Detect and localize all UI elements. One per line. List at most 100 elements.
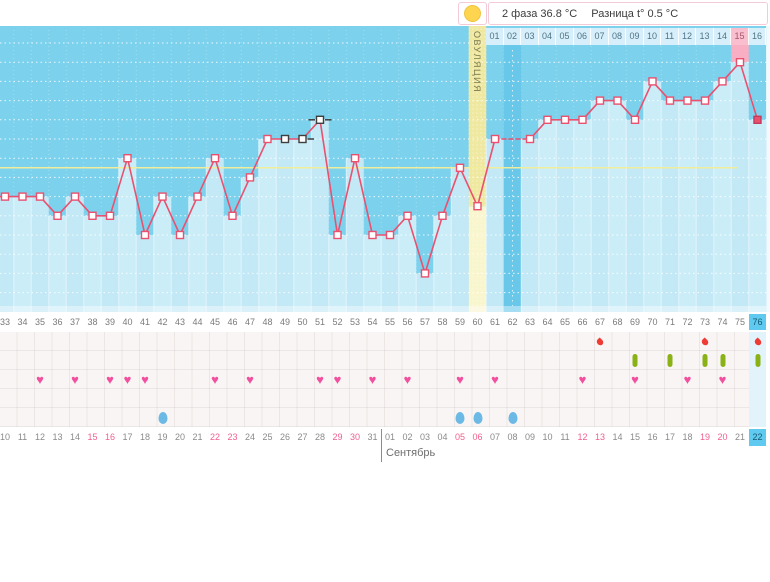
date-cell[interactable]: 24 xyxy=(244,432,255,442)
cycle-day-cell[interactable]: 56 xyxy=(402,317,413,327)
heart-icon[interactable]: ♥ xyxy=(316,372,324,387)
temp-marker[interactable] xyxy=(70,192,80,201)
day-column[interactable] xyxy=(66,196,84,312)
date-cell[interactable]: 11 xyxy=(560,432,570,442)
temp-marker[interactable] xyxy=(123,153,132,163)
temp-marker[interactable] xyxy=(403,211,412,221)
cycle-day-cell[interactable]: 54 xyxy=(367,317,378,327)
temp-marker[interactable] xyxy=(18,192,27,201)
day-column[interactable] xyxy=(608,100,627,312)
cycle-day-cell[interactable]: 51 xyxy=(314,317,325,327)
cycle-day-cell[interactable]: 44 xyxy=(192,317,203,327)
day-column[interactable] xyxy=(241,177,259,312)
cycle-day-cell[interactable]: 69 xyxy=(629,317,640,327)
cycle-day-cell[interactable]: 61 xyxy=(489,317,500,327)
date-cell[interactable]: 13 xyxy=(594,432,605,442)
temp-marker[interactable] xyxy=(490,134,500,144)
temp-marker[interactable] xyxy=(175,230,185,240)
date-cell[interactable]: 04 xyxy=(437,432,448,442)
date-cell[interactable]: 03 xyxy=(419,432,430,442)
day-column[interactable] xyxy=(416,273,434,312)
cycle-day-cell[interactable]: 59 xyxy=(454,317,465,327)
heart-icon[interactable]: ♥ xyxy=(456,372,464,387)
date-cell[interactable]: 29 xyxy=(332,432,343,442)
cycle-day-cell[interactable]: 53 xyxy=(349,317,360,327)
phase2-day-cell[interactable]: 09 xyxy=(626,28,644,45)
date-cell[interactable]: 17 xyxy=(664,432,675,442)
temp-marker[interactable] xyxy=(53,211,62,221)
phase2-day-cell[interactable]: 02 xyxy=(503,28,522,45)
cycle-day-cell[interactable]: 72 xyxy=(682,317,693,327)
heart-icon[interactable]: ♥ xyxy=(333,372,342,387)
day-column[interactable] xyxy=(83,215,102,312)
heart-icon[interactable]: ♥ xyxy=(141,372,149,387)
cycle-day-cell[interactable]: 57 xyxy=(419,317,430,327)
cycle-day-cell[interactable]: 73 xyxy=(699,317,710,327)
temp-marker[interactable] xyxy=(753,115,762,125)
temp-marker[interactable] xyxy=(350,153,360,163)
date-cell[interactable]: 06 xyxy=(472,432,483,442)
no-data-column[interactable] xyxy=(503,45,522,312)
phase2-day-cell[interactable]: 05 xyxy=(556,28,574,45)
day-column[interactable] xyxy=(451,167,469,312)
date-cell[interactable]: 10 xyxy=(542,432,553,442)
phase2-day-cell[interactable]: 14 xyxy=(713,28,732,45)
phase2-day-cell[interactable]: 01 xyxy=(486,28,504,45)
day-column[interactable] xyxy=(0,196,14,312)
date-cell[interactable]: 11 xyxy=(17,432,28,442)
blood-drop-icon[interactable] xyxy=(595,336,605,347)
temp-marker[interactable] xyxy=(140,230,150,240)
cycle-day-cell[interactable]: 68 xyxy=(612,317,623,327)
phase2-day-cell[interactable]: 12 xyxy=(678,28,697,45)
temp-marker[interactable] xyxy=(525,134,535,144)
discharge-icon[interactable] xyxy=(455,411,465,424)
cycle-day-cell[interactable]: 39 xyxy=(104,317,115,327)
cycle-day-cell[interactable]: 55 xyxy=(384,317,395,327)
cycle-day-cell[interactable]: 49 xyxy=(279,317,290,327)
heart-icon[interactable]: ♥ xyxy=(403,372,412,387)
phase2-day-cell[interactable]: 03 xyxy=(521,28,539,45)
date-cell[interactable]: 16 xyxy=(647,432,658,442)
date-cell[interactable]: 01 xyxy=(384,432,395,442)
date-cell[interactable]: 08 xyxy=(507,432,518,442)
heart-icon[interactable]: ♥ xyxy=(36,372,44,387)
temp-marker[interactable] xyxy=(473,201,482,211)
temp-marker[interactable] xyxy=(193,192,202,201)
heart-icon[interactable]: ♥ xyxy=(123,372,132,387)
cycle-day-cell[interactable]: 60 xyxy=(472,317,483,327)
temp-marker[interactable] xyxy=(595,96,605,105)
date-cell[interactable]: 12 xyxy=(577,432,588,442)
date-cell[interactable]: 23 xyxy=(227,432,238,442)
temp-marker[interactable] xyxy=(298,134,307,144)
day-column[interactable] xyxy=(398,215,417,312)
temp-marker[interactable] xyxy=(543,115,552,125)
temp-marker[interactable] xyxy=(630,115,640,125)
temp-marker[interactable] xyxy=(455,163,465,173)
date-cell[interactable]: 10 xyxy=(0,432,10,442)
medication-icon[interactable] xyxy=(720,354,725,367)
cycle-day-cell[interactable]: 38 xyxy=(87,317,98,327)
discharge-icon[interactable] xyxy=(158,411,167,424)
cycle-day-cell[interactable]: 42 xyxy=(157,317,168,327)
medication-icon[interactable] xyxy=(667,354,673,367)
heart-icon[interactable]: ♥ xyxy=(718,372,727,387)
date-cell[interactable]: 20 xyxy=(174,432,185,442)
date-cell[interactable]: 09 xyxy=(524,432,535,442)
date-cell[interactable]: 14 xyxy=(612,432,623,442)
heart-icon[interactable]: ♥ xyxy=(71,372,79,387)
day-column[interactable] xyxy=(363,235,382,312)
phase2-day-cell[interactable]: 07 xyxy=(591,28,609,45)
heart-icon[interactable]: ♥ xyxy=(578,372,587,387)
phase2-day-cell[interactable]: 06 xyxy=(573,28,592,45)
temp-marker[interactable] xyxy=(683,96,692,105)
temp-marker[interactable] xyxy=(385,230,395,240)
cycle-day-cell[interactable]: 34 xyxy=(17,317,28,327)
temp-marker[interactable] xyxy=(88,211,97,221)
cycle-day-cell[interactable]: 48 xyxy=(262,317,273,327)
phase2-day-cell[interactable]: 15 xyxy=(731,28,749,45)
temp-marker[interactable] xyxy=(280,134,290,144)
date-cell[interactable]: 19 xyxy=(157,432,168,442)
day-column[interactable] xyxy=(591,100,609,312)
phase2-day-cell[interactable]: 11 xyxy=(661,28,679,45)
medication-icon[interactable] xyxy=(632,354,638,367)
